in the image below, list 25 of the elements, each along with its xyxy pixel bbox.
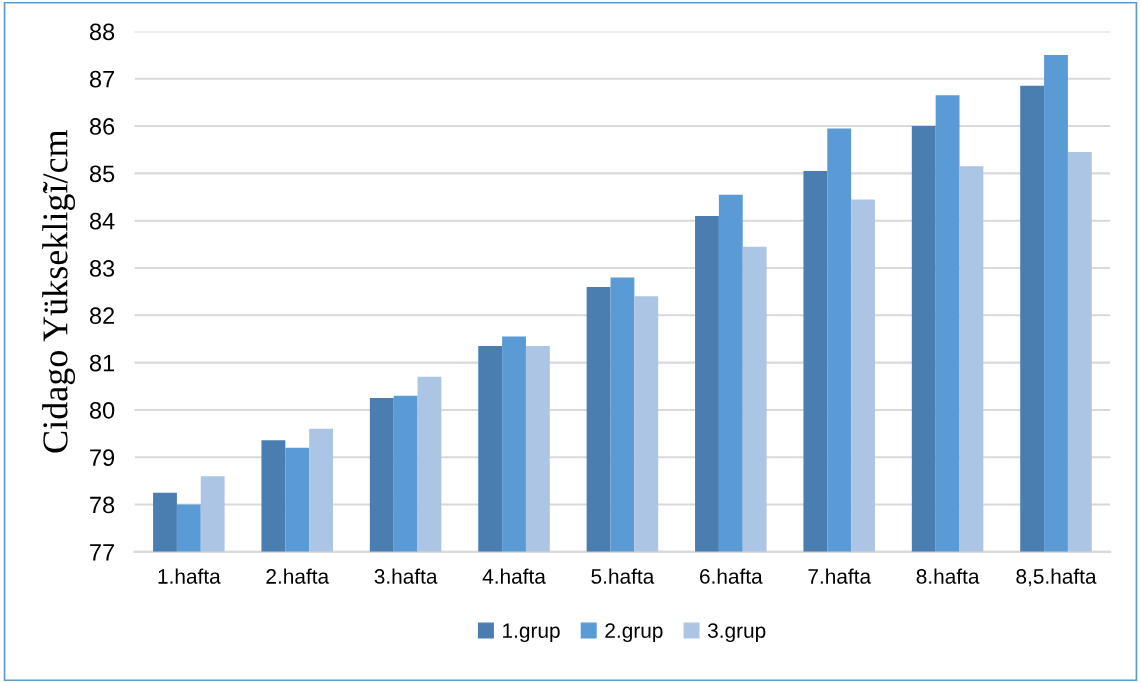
x-tick-label: 8,5.hafta (1016, 568, 1097, 587)
x-tick-label: 5.hafta (591, 568, 655, 584)
y-tick-label: 85 (89, 165, 115, 183)
x-tick-label: 1.hafta (158, 568, 221, 584)
legend-label: 1.grup (503, 623, 560, 643)
legend-label: 3.grup (707, 623, 766, 643)
y-tick-label: 82 (89, 307, 115, 325)
x-tick-label: 6.hafta (700, 568, 763, 584)
y-tick-label: 81 (89, 354, 115, 372)
y-tick-label: 83 (89, 260, 115, 277)
y-tick-label: 77 (90, 544, 115, 561)
y-tick-label: 87 (89, 70, 115, 88)
x-tick-label: 8.hafta (916, 568, 980, 584)
y-tick-label: 79 (90, 449, 115, 467)
y-tick-label: 84 (89, 212, 115, 230)
x-tick-label: 3.hafta (374, 568, 438, 584)
x-tick-label: 7.hafta (808, 568, 872, 584)
y-tick-label: 86 (89, 118, 115, 135)
legend-label: 2.grup (605, 623, 663, 643)
y-axis-title: Cidago Yükseklig̃i/cm (42, 129, 76, 453)
x-tick-label: 4.hafta (482, 568, 546, 584)
x-tick-label: 2.hafta (266, 568, 330, 584)
y-tick-label: 78 (90, 496, 115, 514)
y-tick-label: 80 (89, 401, 115, 419)
y-tick-label: 88 (89, 23, 115, 41)
